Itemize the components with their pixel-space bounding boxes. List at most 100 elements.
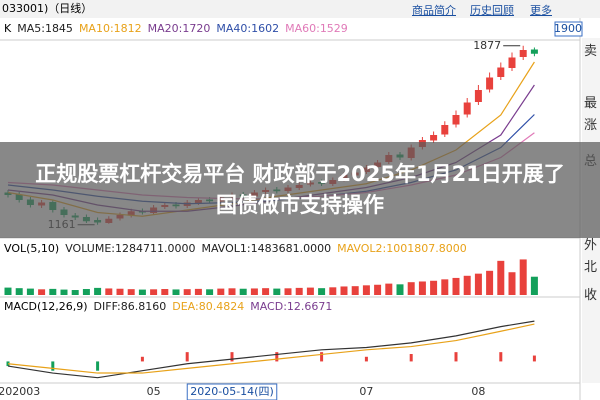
macd-bar [275,352,279,362]
macd-label: MACD:12.6671 [250,300,333,313]
x-tick-label: 05 [147,385,161,398]
x-tick-label: 2020-05-14(四) [190,385,274,398]
volume-title: VOL(5,10) [4,242,60,255]
macd-bar [230,352,234,362]
volume-bar [362,285,370,295]
volume-bar [396,284,404,295]
macd-bar [499,352,503,362]
side-label: 卖 [584,44,598,59]
ma-legend: K MA5:1845 MA10:1812 MA20:1720 MA40:1602 MA6… [4,22,348,35]
x-tick-label: 07 [359,385,373,398]
side-label: 外 [584,238,598,253]
side-label: 收 [584,288,598,303]
volume-bar [194,288,202,295]
price-box-label: 1900 [554,22,582,35]
side-label: 涨 [584,118,598,133]
tab[interactable]: 商品简介 [412,4,456,17]
volume-bar [530,276,538,295]
volume-label: MAVOL1:1483681.0000 [201,242,332,255]
candle-body [486,77,494,90]
macd-bar [409,354,413,362]
volume-bar [262,288,270,295]
volume-bar [340,286,348,295]
volume-bar [374,284,382,295]
volume-bar [228,288,236,295]
volume-bar [284,288,292,295]
ma-label: MA60:1529 [285,22,348,35]
volume-bar [71,290,79,295]
volume-bar [94,287,102,295]
volume-bar [138,289,146,295]
volume-bar [441,279,449,295]
x-tick-label: 08 [471,385,485,398]
header-bar [0,0,600,18]
volume-bar [329,287,337,295]
volume-bar [430,280,438,295]
volume-bar [183,289,191,295]
volume-bar [306,287,314,295]
volume-bar [26,288,34,295]
volume-bar [4,287,12,295]
x-tick-label: 202003 [0,385,40,398]
volume-bar [250,288,258,295]
volume-bar [15,288,23,295]
macd-line [7,323,535,374]
volume-bar [206,289,214,295]
side-label: 北 [584,260,598,275]
macd-title: MACD(12,26,9) [4,300,88,313]
volume-legend: VOL(5,10) VOLUME:1284711.0000 MAVOL1:1483… [4,242,467,255]
candle-body [530,49,538,54]
candle-body [519,50,527,57]
volume-bar [273,288,281,295]
volume-bar [60,289,68,295]
volume-bar [172,289,180,295]
high-annotation: 1877 [473,39,501,52]
volume-bar [452,277,460,295]
ma-label: MA40:1602 [216,22,280,35]
candle-body [452,115,460,125]
volume-bar [385,283,393,295]
volume-bar [474,273,482,295]
macd-bar [51,361,55,371]
price-box [554,21,583,37]
macd-legend: MACD(12,26,9) DIFF:86.8160 DEA:80.4824 MAC… [4,300,332,313]
volume-bar [239,288,247,295]
volume-bar [150,289,158,295]
volume-label: VOLUME:1284711.0000 [65,242,196,255]
volume-bar [38,289,46,295]
tab[interactable]: 更多 [530,4,552,17]
macd-line [7,320,535,379]
macd-bar [140,356,144,362]
macd-bar [532,355,536,362]
volume-bar [508,272,516,295]
stock-code: 033001)（日线） [2,1,92,15]
macd-label: DIFF:86.8160 [93,300,167,313]
macd-bar [454,352,458,362]
candle-body [441,125,449,135]
banner: 正规股票杠杆交易平台 财政部于2025年1月21日开展了国债做市支持操作 [0,142,600,238]
volume-bar [318,288,326,295]
macd-bar [96,361,100,371]
candle-body [430,135,438,141]
volume-bar [217,288,225,295]
volume-bar [351,286,359,295]
tab[interactable]: 历史回顾 [470,4,514,17]
macd-label: DEA:80.4824 [172,300,245,313]
volume-bar [295,287,303,295]
candle-body [508,57,516,68]
volume-bar [105,288,113,295]
volume-bar [463,275,471,295]
macd-bar [364,356,368,362]
ma-label: MA10:1812 [78,22,142,35]
volume-bar [519,259,527,295]
candle-body [463,102,471,115]
side-label: 最 [584,96,598,111]
volume-bar [116,288,124,295]
volume-bar [407,282,415,295]
volume-bar [49,288,57,295]
volume-bar [497,260,505,295]
volume-bar [161,289,169,295]
candle-body [497,67,505,77]
kline-label: K [4,22,12,35]
